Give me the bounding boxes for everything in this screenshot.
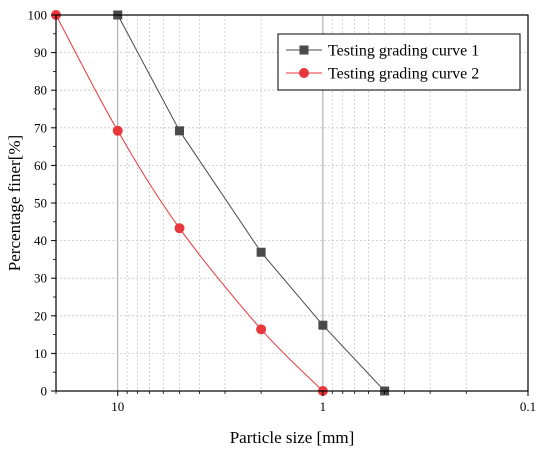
series-1-point (174, 126, 184, 136)
series-1-point (318, 320, 328, 330)
x-tick-label: 0.1 (520, 399, 536, 414)
series-2-point (256, 324, 267, 335)
y-axis-title: Percentage finer[%] (5, 135, 24, 271)
x-tick-label: 10 (111, 399, 124, 414)
y-tick-label: 10 (34, 346, 47, 361)
legend-marker (299, 68, 309, 78)
x-axis: 10 1 0.1 (55, 391, 536, 414)
y-tick-label: 70 (34, 120, 47, 135)
y-tick-label: 30 (34, 271, 47, 286)
y-tick-label: 90 (34, 45, 47, 60)
series-2-point (174, 223, 185, 234)
x-tick-label: 1 (320, 399, 327, 414)
legend-marker (299, 45, 309, 55)
legend: Testing grading curve 1 Testing grading c… (277, 33, 521, 91)
series-2-point (112, 125, 123, 136)
legend-box (277, 33, 521, 91)
legend-label: Testing grading curve 2 (328, 66, 479, 83)
y-tick-label: 60 (34, 158, 47, 173)
y-tick-label: 100 (28, 8, 48, 23)
x-axis-title: Particle size [mm] (230, 428, 355, 447)
series-2 (51, 10, 328, 396)
y-tick-label: 80 (34, 83, 47, 98)
legend-item-1: Testing grading curve 1 (286, 43, 479, 60)
series-1-point (256, 247, 266, 257)
y-tick-label: 20 (34, 308, 47, 323)
y-axis: 0 10 20 30 40 50 60 70 80 90 100 (28, 8, 56, 399)
y-tick-label: 0 (41, 384, 48, 399)
y-tick-label: 40 (34, 233, 47, 248)
legend-label: Testing grading curve 1 (328, 43, 479, 60)
legend-item-2: Testing grading curve 2 (286, 66, 479, 83)
y-tick-label: 50 (34, 196, 47, 211)
